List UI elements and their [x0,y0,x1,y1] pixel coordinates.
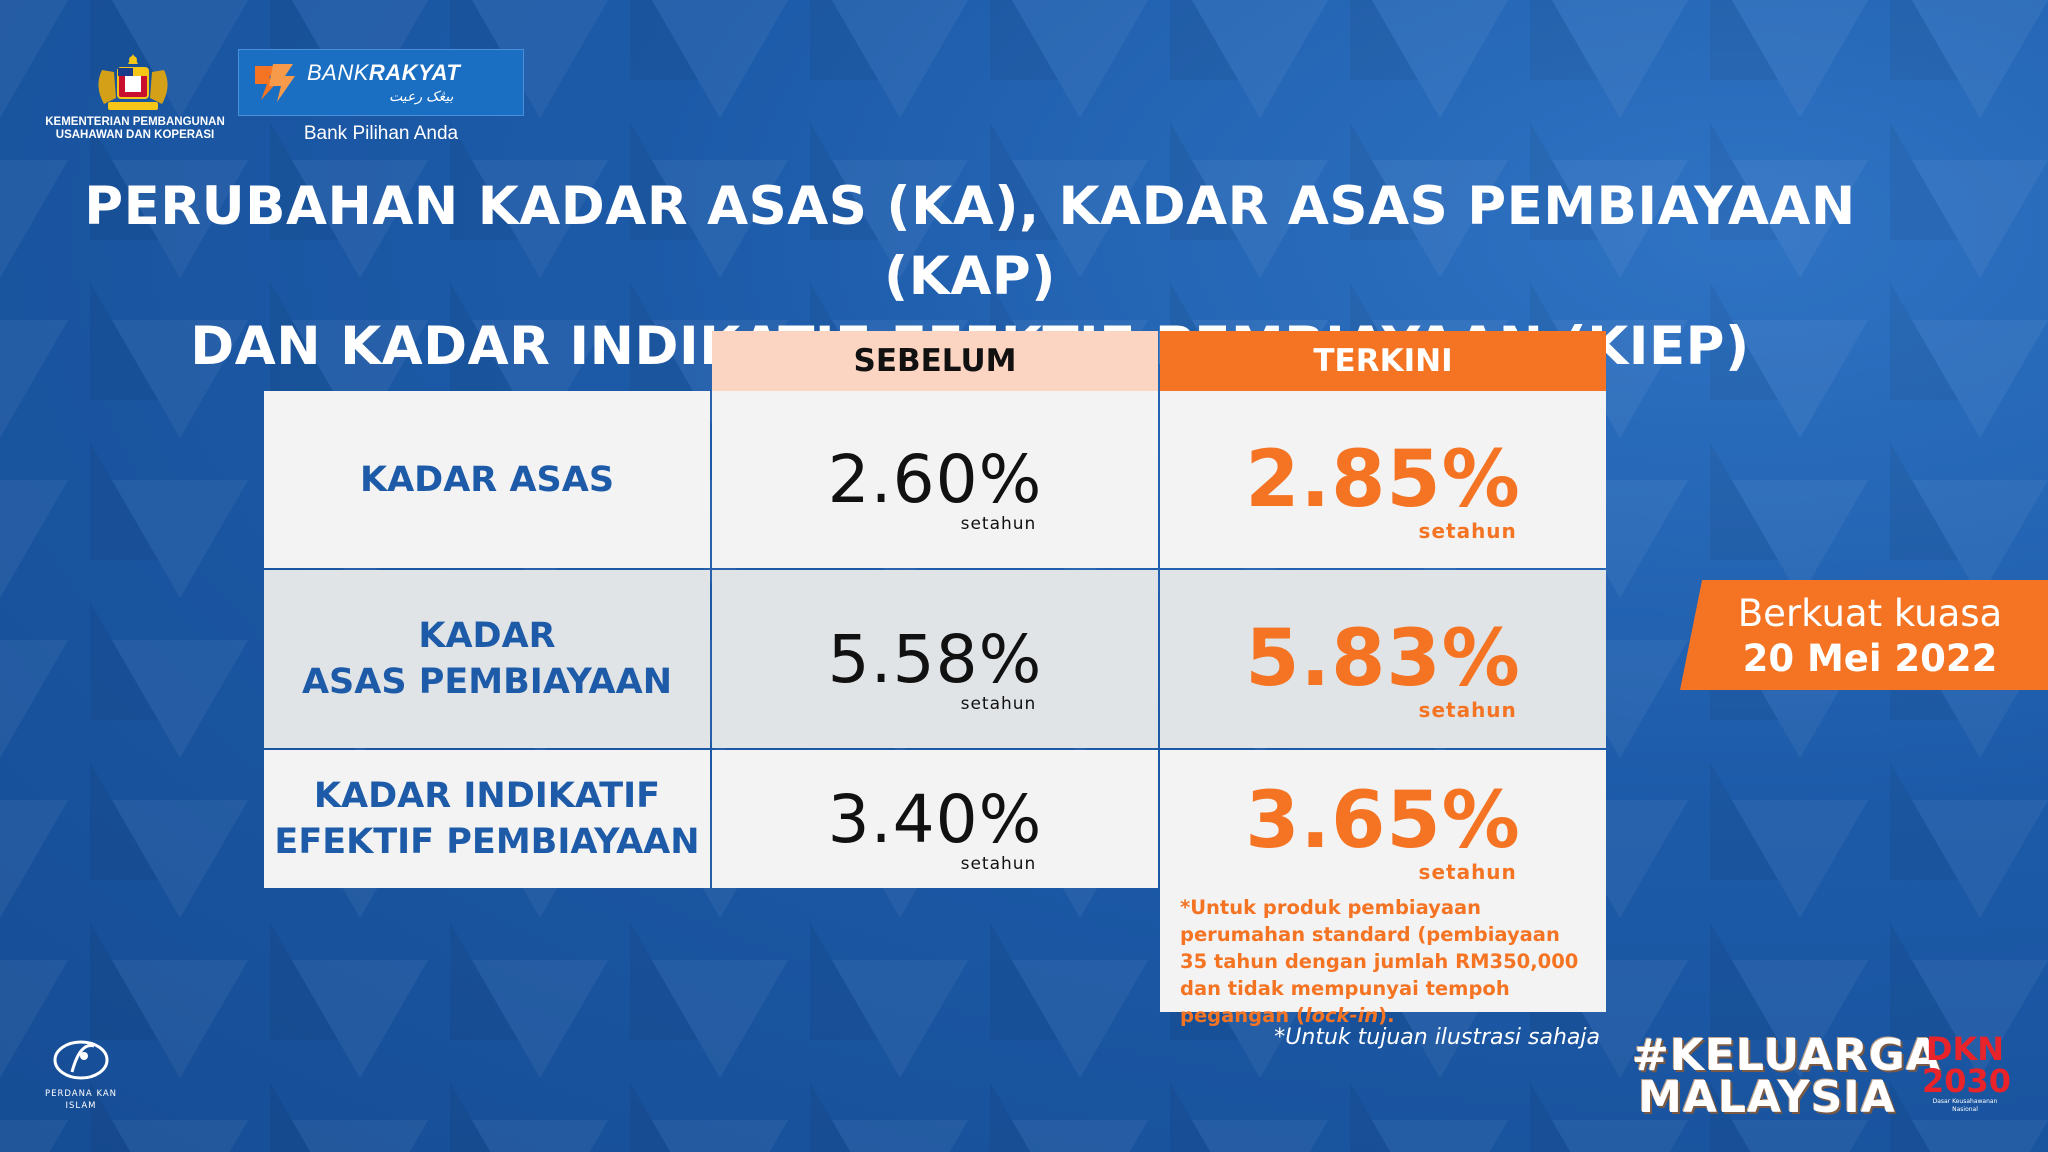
bank-name: BANKRAKYAT [307,60,460,86]
current-value-text: 3.65% [1245,776,1521,866]
before-value-text: 3.40% [827,780,1043,858]
effective-date: 20 Mei 2022 [1742,637,1998,680]
unit-label: setahun [1418,698,1517,722]
coat-of-arms-icon [98,54,168,110]
column-header-current: TERKINI [1160,331,1606,409]
bank-name-bold: RAKYAT [368,60,461,85]
current-value: 5.83% setahun [1245,614,1521,722]
keluarga-malaysia-logo: #KELUARGA MALAYSIA [1632,1030,1941,1123]
bank-name-light: BANK [307,60,369,85]
current-value-cell: 3.65% setahun [1160,750,1606,888]
row-label-kadar-indikatif: KADAR INDIKATIF EFEKTIF PEMBIAYAAN [264,750,710,888]
dkn-subtitle: Dasar Keusahawanan Nasional [1932,1098,1998,1113]
current-value: 2.85% setahun [1245,434,1521,543]
before-value: 5.58% setahun [827,620,1043,714]
row-label-line: KADAR ASAS [359,459,615,500]
current-value-text: 2.85% [1245,434,1521,525]
footnote-box: *Untuk produk pembiayaan perumahan stand… [1160,888,1606,1027]
dkn-line-1: DKN [1925,1030,2005,1068]
perdana-logo-icon [53,1040,109,1080]
illustration-disclaimer: *Untuk tujuan ilustrasi sahaja [1274,1025,1600,1050]
footnote-text: *Untuk produk pembiayaan perumahan stand… [1180,896,1579,1027]
before-value: 3.40% setahun [827,780,1043,874]
bank-rakyat-logo: BANKRAKYAT بيڠک رعيت [238,49,524,116]
unit-label: setahun [960,853,1037,874]
row-label-line: ASAS PEMBIAYAAN [301,662,673,702]
row-label-kadar-asas: KADAR ASAS [264,391,710,568]
before-value-cell: 5.58% setahun [712,570,1158,748]
effective-label: Berkuat kuasa [1737,592,2003,635]
unit-label: setahun [1418,860,1517,884]
unit-label: setahun [960,514,1037,534]
keluarga-line-1: #KELUARGA [1632,1030,1941,1081]
before-value-text: 2.60% [827,441,1043,518]
footnote-end: ). [1378,1004,1395,1027]
bank-rakyat-mark-icon [255,64,295,102]
before-value-cell: 3.40% setahun [712,750,1158,888]
effective-date-badge [1680,580,2048,690]
dkn-2030-logo: DKN 2030 [1922,1030,2012,1100]
bank-name-jawi: بيڠک رعيت [389,88,454,104]
row-label-kadar-asas-pembiayaan: KADAR ASAS PEMBIAYAAN [264,570,710,748]
current-value-cell: 5.83% setahun [1160,570,1606,748]
unit-label: setahun [1418,518,1517,543]
bank-tagline: Bank Pilihan Anda [303,123,459,144]
current-value-text: 5.83% [1245,614,1521,704]
row-label-line: KADAR [418,616,556,656]
row-label-line: EFEKTIF PEMBIAYAAN [274,822,700,862]
keluarga-line-2: MALAYSIA [1638,1072,1896,1123]
row-label-line: KADAR INDIKATIF [313,776,661,816]
dkn-line-2: 2030 [1922,1062,2012,1100]
ministry-name: KEMENTERIAN PEMBANGUNAN USAHAWAN DAN KOP… [45,116,225,141]
column-header-before: SEBELUM [712,331,1158,409]
before-value-text: 5.58% [827,620,1043,698]
before-value: 2.60% setahun [827,441,1043,534]
before-value-cell: 2.60% setahun [712,391,1158,568]
perdana-logo-text: PERDANA KAN ISLAM [44,1089,118,1111]
current-value-cell: 2.85% setahun [1160,391,1606,568]
current-value: 3.65% setahun [1245,776,1521,884]
unit-label: setahun [960,693,1037,714]
title-line-1: PERUBAHAN KADAR ASAS (KA), KADAR ASAS PE… [84,176,1856,307]
footnote-lock-in: lock-in [1304,1004,1379,1027]
